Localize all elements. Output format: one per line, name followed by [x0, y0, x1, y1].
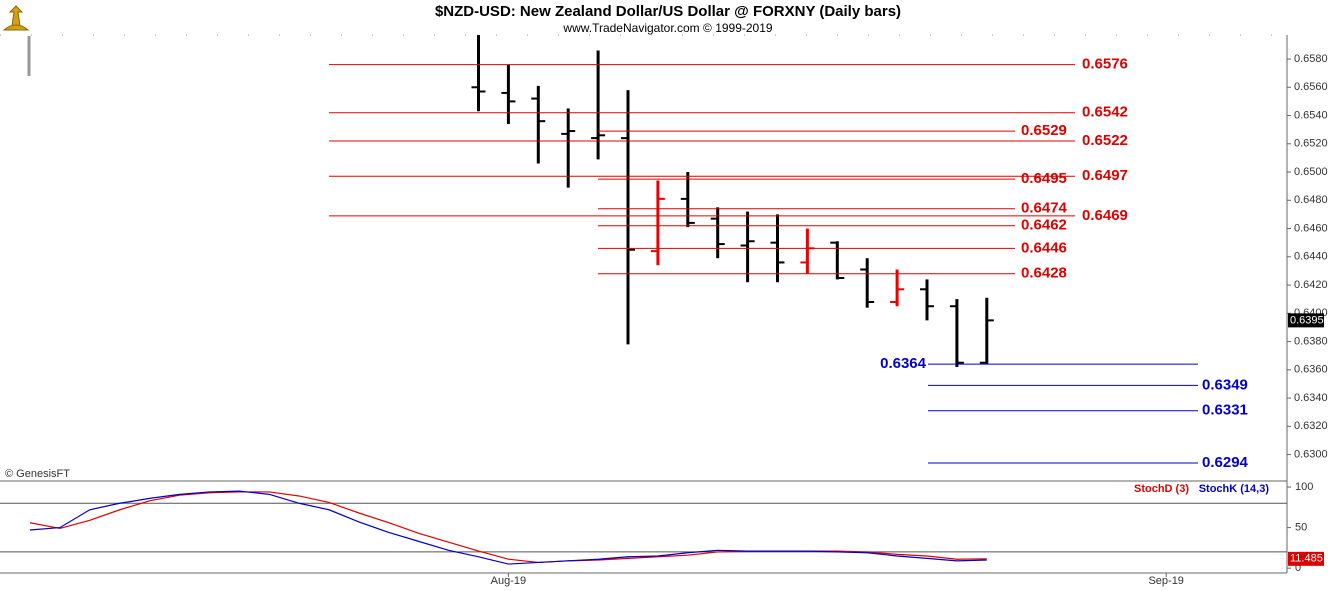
y-tick-label: 0.6380 — [1294, 335, 1328, 347]
y-tick-label: 0.6520 — [1294, 138, 1328, 150]
level-label: 0.6495 — [1021, 170, 1067, 187]
y-tick-label: 100 — [1295, 481, 1313, 493]
x-tick-label: Aug-19 — [491, 575, 526, 587]
level-label: 0.6331 — [1202, 402, 1248, 419]
level-label: 0.6576 — [1082, 56, 1128, 73]
level-label: 0.6497 — [1082, 167, 1128, 184]
last-price-label: 0.6395 — [1290, 314, 1324, 326]
legend-label: StochD (3) — [1134, 483, 1189, 495]
level-label: 0.6522 — [1082, 132, 1128, 149]
last-stoch-label: 11.485 — [1290, 553, 1323, 565]
level-label: 0.6462 — [1021, 217, 1067, 234]
last-price-box — [1288, 313, 1324, 328]
level-label: 0.6469 — [1082, 207, 1128, 224]
y-tick-label: 0.6560 — [1294, 81, 1328, 93]
y-tick-label: 0.6420 — [1294, 279, 1328, 291]
y-tick-label: 50 — [1295, 522, 1307, 534]
level-label: 0.6446 — [1021, 239, 1067, 256]
x-tick-label: Sep-19 — [1148, 575, 1183, 587]
level-label: 0.6364 — [880, 355, 927, 372]
y-tick-label: 0.6300 — [1294, 448, 1328, 460]
y-tick-label: 0.6320 — [1294, 420, 1328, 432]
y-tick-label: 0.6440 — [1294, 251, 1328, 263]
level-label: 0.6529 — [1021, 122, 1067, 139]
stoch-line — [29, 490, 987, 565]
y-tick-label: 0.6580 — [1294, 53, 1328, 65]
chart-subtitle: www.TradeNavigator.com © 1999-2019 — [562, 21, 772, 35]
last-stoch-box — [1288, 551, 1324, 566]
y-tick-label: 0.6340 — [1294, 392, 1328, 404]
level-label: 0.6542 — [1082, 104, 1128, 121]
level-label: 0.6349 — [1202, 376, 1248, 393]
y-tick-label: 0.6500 — [1294, 166, 1328, 178]
level-label: 0.6474 — [1021, 200, 1068, 217]
y-tick-label: 0.6540 — [1294, 109, 1328, 121]
y-tick-label: 0.6360 — [1294, 364, 1328, 376]
level-label: 0.6294 — [1202, 454, 1249, 471]
source-note: © GenesisFT — [5, 468, 70, 480]
level-label: 0.6428 — [1021, 265, 1067, 282]
y-tick-label: 0 — [1295, 562, 1301, 574]
y-tick-label: 0.6480 — [1294, 194, 1328, 206]
legend-label: StochK (14,3) — [1199, 483, 1270, 495]
chart-title: $NZD-USD: New Zealand Dollar/US Dollar @… — [435, 3, 901, 20]
y-tick-label: 0.6460 — [1294, 222, 1328, 234]
logo — [2, 5, 30, 31]
